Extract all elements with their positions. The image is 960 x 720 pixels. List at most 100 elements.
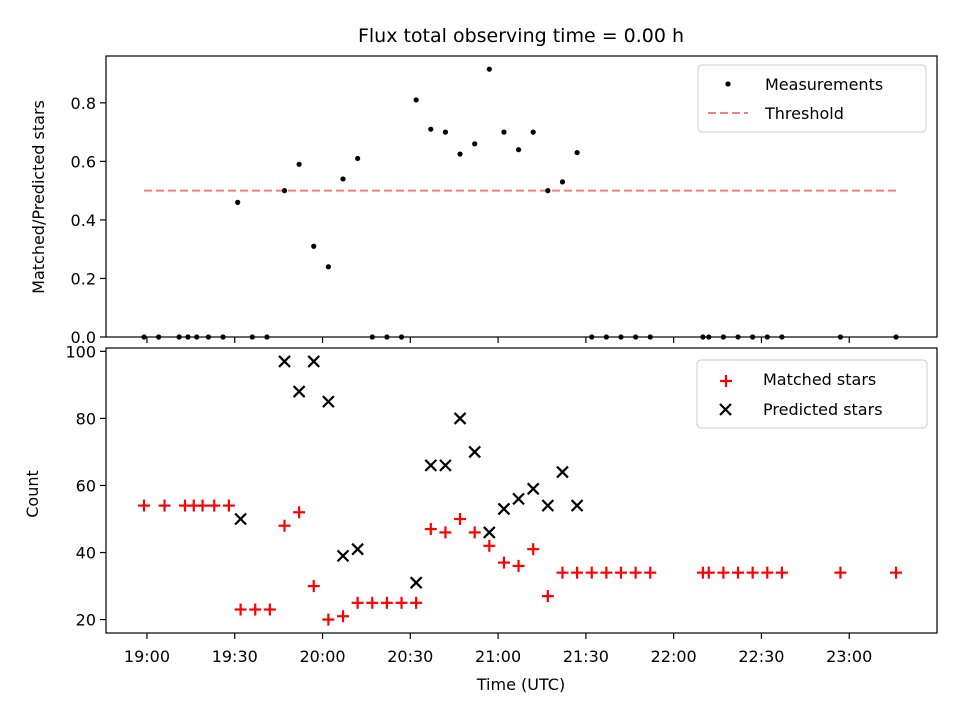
- predicted-star-stroke-b: [322, 395, 335, 408]
- predicted-star-stroke-b: [570, 499, 584, 512]
- bottom-axes-frame: [105, 347, 938, 634]
- predicted-star-stroke-b: [234, 512, 247, 526]
- top-y-tick-label: 0.6: [71, 152, 96, 171]
- measurement-point: [545, 188, 551, 194]
- matched-star-point: [263, 603, 276, 616]
- predicted-star-stroke-b: [292, 385, 306, 398]
- bottom-x-tick-label: 20:30: [387, 647, 433, 666]
- bottom-x-tick-label: 21:30: [563, 647, 609, 666]
- matched-star-point: [234, 603, 247, 616]
- predicted-star-stroke-b: [439, 459, 452, 472]
- top-legend-box: [697, 64, 927, 133]
- matched-star-point: [395, 596, 408, 609]
- measurement-point: [413, 97, 419, 103]
- bottom-x-tick-label: 21:00: [475, 647, 521, 666]
- bottom-x-tick-label: 19:00: [124, 647, 170, 666]
- matched-star-point: [761, 566, 774, 579]
- measurement-point: [340, 176, 346, 182]
- measurement-point: [530, 129, 536, 135]
- measurement-point: [472, 141, 478, 147]
- measurement-point: [355, 155, 361, 162]
- matched-star-point: [600, 566, 613, 579]
- measurement-point: [442, 129, 449, 135]
- predicted-star-stroke-b: [541, 499, 555, 512]
- predicted-star-point: [351, 542, 364, 556]
- bottom-legend: Matched stars Predicted stars: [696, 359, 928, 429]
- bottom-y-tick-label: 100: [65, 342, 96, 361]
- top-y-tick-label: 0.8: [71, 94, 96, 113]
- predicted-star-stroke-b: [351, 542, 364, 556]
- predicted-star-point: [453, 412, 467, 425]
- bottom-y-tick-label: 40: [76, 544, 96, 563]
- matched-star-point: [497, 556, 510, 569]
- bottom-x-axis: 19:00 19:30 20:00 20:30 21:00 21:30 22:00 22:30…: [124, 633, 872, 666]
- legend-marker-matched-stars: [720, 375, 732, 387]
- matched-star-point: [512, 559, 525, 572]
- bottom-x-tick-label: 23:00: [826, 647, 872, 666]
- legend-label-threshold: Threshold: [764, 104, 844, 123]
- legend-marker-measurements: [725, 81, 731, 87]
- x-axis-label: Time (UTC): [476, 675, 565, 694]
- matched-star-point: [278, 519, 291, 532]
- matched-star-point: [746, 566, 759, 579]
- predicted-star-point: [307, 355, 321, 368]
- top-axes-frame: [105, 55, 938, 338]
- matched-star-point: [337, 610, 350, 623]
- top-y-tick-label: 0.2: [71, 269, 96, 288]
- predicted-star-stroke-b: [526, 482, 540, 496]
- matched-star-point: [571, 566, 584, 579]
- matched-star-point: [424, 523, 437, 536]
- measurement-point: [457, 151, 463, 157]
- bottom-x-tick-label: 20:00: [299, 647, 345, 666]
- measurement-point: [515, 147, 522, 153]
- matched-star-point: [249, 603, 262, 616]
- matched-star-point: [322, 613, 335, 626]
- predicted-star-point: [424, 459, 438, 472]
- matched-star-point: [138, 499, 151, 512]
- predicted-star-point: [292, 385, 306, 398]
- predicted-star-point: [234, 512, 247, 526]
- predicted-star-point: [322, 395, 335, 408]
- predicted-star-point: [541, 499, 555, 512]
- measurement-point: [559, 179, 566, 185]
- top-y-axis: 0.0 0.2 0.4 0.6 0.8: [71, 94, 106, 347]
- measurement-point: [325, 264, 331, 270]
- matched-star-point: [410, 596, 423, 609]
- predicted-star-point: [556, 465, 569, 479]
- bottom-x-tick-label: 22:30: [738, 647, 784, 666]
- predicted-star-point: [409, 576, 423, 589]
- predicted-star-stroke-b: [497, 502, 511, 516]
- matched-star-point: [468, 526, 481, 539]
- predicted-star-stroke-b: [556, 465, 569, 479]
- predicted-star-point: [483, 526, 496, 539]
- measurement-point: [235, 199, 241, 205]
- matched-star-point: [380, 596, 393, 609]
- predicted-star-point: [468, 445, 481, 459]
- bottom-y-tick-label: 20: [76, 611, 96, 630]
- matched-star-point: [158, 499, 171, 512]
- matched-star-point: [293, 506, 306, 519]
- predicted-star-stroke-b: [468, 445, 481, 459]
- predicted-star-point: [570, 499, 584, 512]
- predicted-star-stroke-b: [307, 355, 321, 368]
- predicted-star-stroke-b: [424, 459, 438, 472]
- predicted-star-point: [512, 492, 525, 506]
- top-y-axis-label: Matched/Predicted stars: [29, 100, 48, 294]
- matched-star-point: [644, 566, 657, 579]
- matched-star-point: [717, 566, 730, 579]
- matched-star-point: [629, 566, 642, 579]
- matched-star-point: [890, 566, 903, 579]
- legend-marker-predicted-stars: [719, 403, 732, 416]
- legend-label-measurements: Measurements: [765, 75, 883, 94]
- predicted-star-stroke-b: [512, 492, 525, 506]
- measurement-point: [296, 161, 302, 167]
- legend-label-matched-stars: Matched stars: [763, 370, 876, 389]
- measurement-point: [281, 188, 288, 194]
- chart-title: Flux total observing time = 0.00 h: [358, 25, 684, 47]
- matched-star-point: [614, 566, 627, 579]
- matched-star-point: [366, 596, 379, 609]
- matched-star-point: [454, 513, 467, 525]
- predicted-star-point: [278, 355, 291, 368]
- legend-label-predicted-stars: Predicted stars: [763, 400, 883, 419]
